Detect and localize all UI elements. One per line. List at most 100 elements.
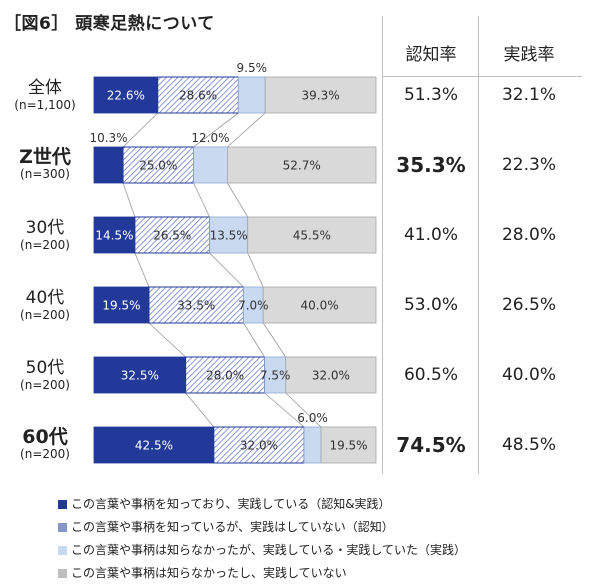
row-name: 60代 xyxy=(22,426,68,448)
connector-line xyxy=(227,182,249,218)
legend-label-1: この言葉や事柄を知っており、実践している（認知&実践） xyxy=(71,497,391,511)
practice-rate: 22.3% xyxy=(501,155,556,175)
connector-line xyxy=(185,392,215,428)
row-name: Z世代 xyxy=(19,146,71,168)
header-practice: 実践率 xyxy=(503,45,555,65)
bar-segment-4 xyxy=(285,356,377,394)
legend-swatch-4 xyxy=(58,569,67,578)
connector-line xyxy=(209,252,244,288)
awareness-rate: 60.5% xyxy=(403,365,458,385)
connector-line xyxy=(227,112,266,148)
row-sample-size: (n=200) xyxy=(20,238,70,252)
data-label: 7.0% xyxy=(238,299,269,313)
row-sample-size: (n=1,100) xyxy=(14,98,76,112)
awareness-rate: 53.0% xyxy=(403,295,458,315)
awareness-rate: 41.0% xyxy=(403,225,458,245)
data-label: 25.0% xyxy=(139,159,177,173)
bar-segment-4 xyxy=(320,426,377,464)
row-label: 全体 (n=1,100) xyxy=(0,78,90,113)
connector-line xyxy=(264,392,305,428)
row-sample-size: (n=200) xyxy=(20,447,70,461)
data-label: 19.5% xyxy=(102,299,140,313)
practice-rate: 32.1% xyxy=(501,85,556,105)
row-name: 全体 xyxy=(28,78,62,98)
legend-item-2: この言葉や事柄を知っているが、実践はしていない（認知） xyxy=(58,520,394,535)
row-label: 60代 (n=200) xyxy=(0,426,90,462)
practice-rate: 40.0% xyxy=(501,365,556,385)
connector-line xyxy=(193,182,210,218)
bar-segment-2 xyxy=(122,146,195,184)
data-label: 45.5% xyxy=(293,229,331,243)
bar-segment-1 xyxy=(93,426,215,464)
bar-segment-2 xyxy=(134,216,211,254)
bar-segment-1 xyxy=(93,216,136,254)
connector-line xyxy=(262,322,287,358)
bars-group xyxy=(93,76,377,464)
bar-segment-4 xyxy=(262,286,377,324)
bar-segment-1 xyxy=(93,356,187,394)
legend-swatch-3 xyxy=(58,546,67,555)
data-label: 32.5% xyxy=(121,369,159,383)
legend-item-3: この言葉や事柄は知らなかったが、実践している・実践していた（実践） xyxy=(58,543,466,558)
bar-labels-group: 22.6% 28.6% 9.5% 39.3% 10.3% 25.0% 12.0% 52.7% 1… xyxy=(89,61,367,453)
data-label: 32.0% xyxy=(240,439,278,453)
table-divider-mid xyxy=(478,16,479,474)
awareness-rate: 51.3% xyxy=(403,85,458,105)
row-name: 30代 xyxy=(25,218,65,238)
bar-segment-2 xyxy=(148,286,244,324)
row-name: 50代 xyxy=(25,358,65,378)
data-label: 28.6% xyxy=(179,89,217,103)
legend-label-2: この言葉や事柄を知っているが、実践はしていない（認知） xyxy=(71,520,394,534)
legend-swatch-1 xyxy=(58,500,67,509)
row-label: Z世代 (n=300) xyxy=(0,146,90,182)
data-label: 10.3% xyxy=(89,131,127,145)
bar-segment-1 xyxy=(93,146,124,184)
row-label: 50代 (n=200) xyxy=(0,358,90,393)
bar-segment-3 xyxy=(237,76,266,114)
awareness-rate: 74.5% xyxy=(396,433,466,457)
legend-item-4: この言葉や事柄は知らなかったし、実践していない xyxy=(58,566,347,581)
practice-rate: 48.5% xyxy=(501,435,556,455)
legend-item-1: この言葉や事柄を知っており、実践している（認知&実践） xyxy=(58,497,391,512)
data-label: 39.3% xyxy=(302,89,340,103)
bar-segment-3 xyxy=(209,216,249,254)
table-divider-left xyxy=(382,16,383,474)
data-label: 9.5% xyxy=(237,61,268,75)
bar-segment-3 xyxy=(303,426,322,464)
connector-line xyxy=(285,392,322,428)
row-name: 40代 xyxy=(25,288,65,308)
bar-segment-4 xyxy=(226,146,377,184)
connector-line xyxy=(243,322,265,358)
data-label: 22.6% xyxy=(107,89,145,103)
data-label: 52.7% xyxy=(283,159,321,173)
data-label: 40.0% xyxy=(301,299,339,313)
data-label: 42.5% xyxy=(135,439,173,453)
bar-segment-4 xyxy=(247,216,377,254)
awareness-rate: 35.3% xyxy=(396,153,466,177)
connector-line xyxy=(247,252,264,288)
data-label: 6.0% xyxy=(297,411,328,425)
row-sample-size: (n=200) xyxy=(20,378,70,392)
row-label: 40代 (n=200) xyxy=(0,288,90,323)
row-label: 30代 (n=200) xyxy=(0,218,90,253)
practice-rate: 26.5% xyxy=(501,295,556,315)
legend-label-3: この言葉や事柄は知らなかったが、実践している・実践していた（実践） xyxy=(71,543,467,557)
data-label: 14.5% xyxy=(95,229,133,243)
practice-rate: 28.0% xyxy=(501,225,556,245)
data-label: 12.0% xyxy=(191,131,229,145)
data-label: 13.5% xyxy=(210,229,248,243)
legend-swatch-2 xyxy=(58,523,67,532)
row-sample-size: (n=300) xyxy=(20,167,70,181)
chart-title: ［図6］ 頭寒足熱について xyxy=(4,14,215,34)
data-label: 32.0% xyxy=(312,369,350,383)
bar-segment-3 xyxy=(193,146,228,184)
connector-line xyxy=(134,252,150,288)
connector-line xyxy=(122,112,159,148)
connector-line xyxy=(193,112,239,148)
legend-label-4: この言葉や事柄は知らなかったし、実践していない xyxy=(71,566,347,580)
bar-segment-4 xyxy=(264,76,377,114)
header-awareness: 認知率 xyxy=(405,45,457,65)
data-label: 19.5% xyxy=(329,439,367,453)
data-label: 26.5% xyxy=(153,229,191,243)
